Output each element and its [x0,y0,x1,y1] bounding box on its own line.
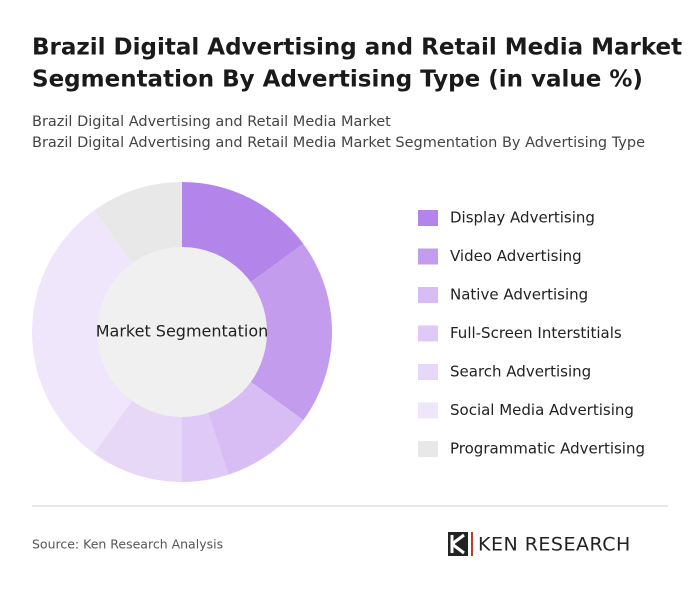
brand-name: KEN RESEARCH [478,534,631,556]
legend-label: Social Media Advertising [450,401,634,419]
legend-swatch [418,248,438,265]
chart-title: Segmentation By Advertising Type (in val… [32,67,643,93]
legend: Display Advertising Video Advertising Nati… [418,209,645,458]
legend-label: Programmatic Advertising [450,440,645,458]
legend-label: Native Advertising [450,286,588,304]
legend-label: Display Advertising [450,209,595,227]
legend-label: Full-Screen Interstitials [450,324,622,342]
legend-swatch [418,325,438,342]
center-label: Market Segmentation [96,322,269,341]
legend-swatch [418,210,438,226]
chart-title: Brazil Digital Advertising and Retail Me… [32,35,682,61]
donut-hole [97,247,267,417]
legend-label: Search Advertising [450,363,591,381]
source: Source: Ken Research Analysis [32,537,223,552]
chart-subtitle: Brazil Digital Advertising and Retail Me… [32,135,645,151]
brand-logo: KEN RESEARCH [448,532,631,556]
legend-swatch [418,441,438,457]
legend-label: Video Advertising [450,247,582,265]
legend-swatch [418,402,438,419]
legend-swatch [418,364,438,380]
chart-subtitle: Brazil Digital Advertising and Retail Me… [32,114,391,130]
legend-swatch [418,287,438,303]
